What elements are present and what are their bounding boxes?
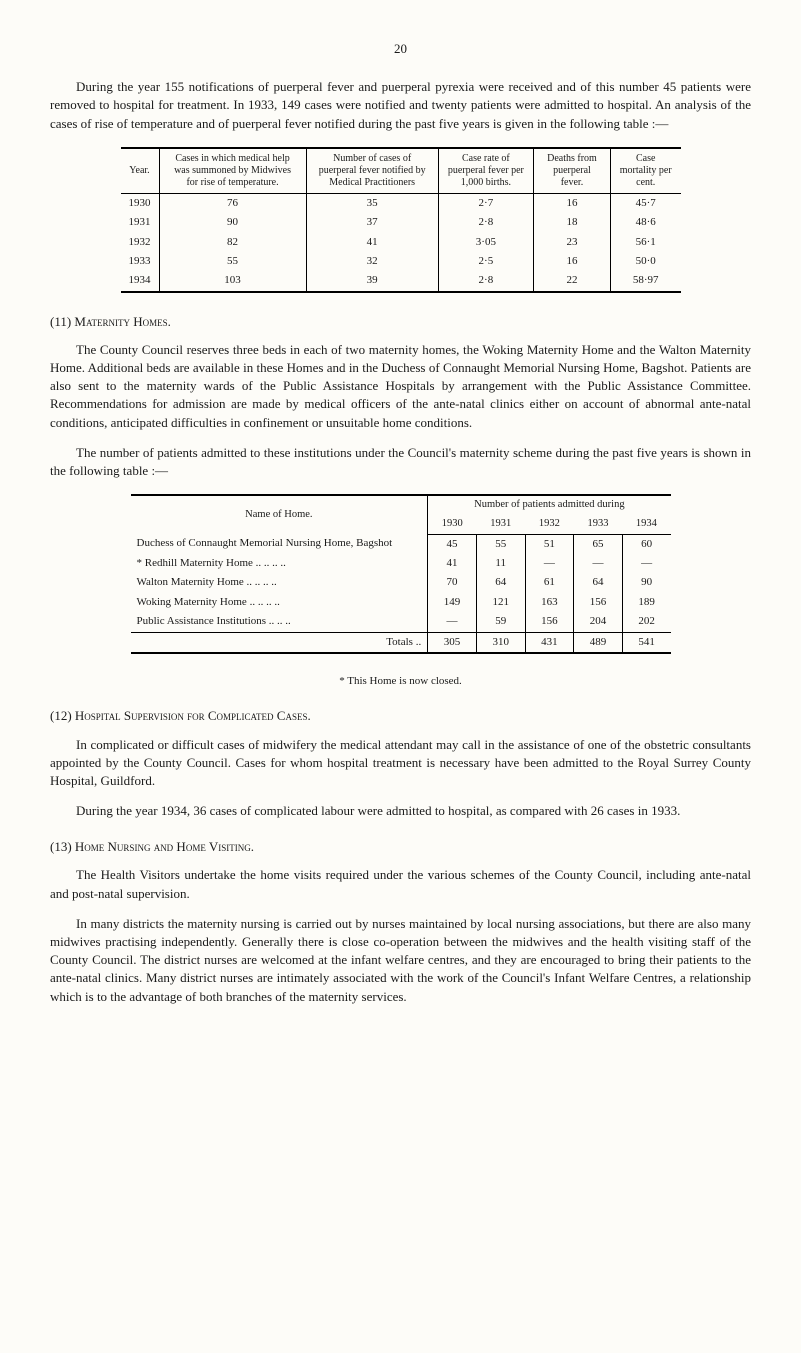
t2-r1-name: * Redhill Maternity Home .. .. .. .. (131, 554, 428, 573)
t1-r0c1: 1930 (121, 193, 160, 213)
t2-totals-label: Totals .. (131, 632, 428, 653)
t2-r4v3: 204 (574, 612, 623, 632)
t2-y3: 1933 (574, 515, 623, 534)
section-13-title: (13) Home Nursing and Home Visiting. (50, 838, 751, 856)
t1-r0c6: 45·7 (610, 193, 680, 213)
page-number: 20 (50, 40, 751, 58)
section-11-title: (11) Maternity Homes. (50, 313, 751, 331)
t1-r2c6: 56·1 (610, 233, 680, 252)
section-12-title: (12) Hospital Supervision for Complicate… (50, 707, 751, 725)
t1-r0c2: 76 (159, 193, 306, 213)
t2-tot3: 489 (574, 632, 623, 653)
t2-r0v2: 51 (525, 534, 574, 554)
t1-r1c2: 90 (159, 213, 306, 232)
paragraph-4: In complicated or difficult cases of mid… (50, 736, 751, 791)
t1-r4c4: 2·8 (438, 271, 533, 291)
t1-r2c2: 82 (159, 233, 306, 252)
t1-h6: Case mortality per cent. (610, 148, 680, 194)
t2-r0-name: Duchess of Connaught Memorial Nursing Ho… (131, 534, 428, 554)
paragraph-5: During the year 1934, 36 cases of compli… (50, 802, 751, 820)
t1-r4c3: 39 (306, 271, 438, 291)
t2-r2v1: 64 (476, 573, 525, 592)
t2-r4-name: Public Assistance Institutions .. .. .. (131, 612, 428, 632)
t1-r2c4: 3·05 (438, 233, 533, 252)
t1-r4c1: 1934 (121, 271, 160, 291)
paragraph-1: During the year 155 notifications of pue… (50, 78, 751, 133)
t1-r3c6: 50·0 (610, 252, 680, 271)
t2-r2-name: Walton Maternity Home .. .. .. .. (131, 573, 428, 592)
t1-r2c1: 1932 (121, 233, 160, 252)
t2-r1v1: 11 (476, 554, 525, 573)
t2-r0v3: 65 (574, 534, 623, 554)
t2-r4v4: 202 (622, 612, 670, 632)
t1-h2: Cases in which medical help was summoned… (159, 148, 306, 194)
t1-h1: Year. (121, 148, 160, 194)
table-puerperal-fever: Year. Cases in which medical help was su… (121, 147, 681, 293)
t1-r3c1: 1933 (121, 252, 160, 271)
table-patients-admitted: Name of Home. Number of patients admitte… (131, 494, 671, 654)
t1-r2c3: 41 (306, 233, 438, 252)
t2-tot0: 305 (428, 632, 477, 653)
t2-r3v1: 121 (476, 593, 525, 612)
t2-h-name: Name of Home. (131, 495, 428, 534)
t2-h-right: Number of patients admitted during (428, 495, 671, 515)
paragraph-2: The County Council reserves three beds i… (50, 341, 751, 432)
t1-r4c5: 22 (534, 271, 611, 291)
t2-y0: 1930 (428, 515, 477, 534)
t1-r1c5: 18 (534, 213, 611, 232)
t1-r2c5: 23 (534, 233, 611, 252)
paragraph-6: The Health Visitors undertake the home v… (50, 866, 751, 902)
t1-r1c3: 37 (306, 213, 438, 232)
paragraph-3: The number of patients admitted to these… (50, 444, 751, 480)
t2-tot4: 541 (622, 632, 670, 653)
t2-r1v4: — (622, 554, 670, 573)
t2-r3v0: 149 (428, 593, 477, 612)
t1-h3: Number of cases of puerperal fever notif… (306, 148, 438, 194)
t1-r4c6: 58·97 (610, 271, 680, 291)
t1-h4: Case rate of puerperal fever per 1,000 b… (438, 148, 533, 194)
t1-r0c3: 35 (306, 193, 438, 213)
t2-y4: 1934 (622, 515, 670, 534)
t1-r3c3: 32 (306, 252, 438, 271)
t2-r2v0: 70 (428, 573, 477, 592)
t2-r4v1: 59 (476, 612, 525, 632)
t2-r2v3: 64 (574, 573, 623, 592)
t2-r0v0: 45 (428, 534, 477, 554)
paragraph-7: In many districts the maternity nursing … (50, 915, 751, 1006)
t1-r3c5: 16 (534, 252, 611, 271)
t2-r3v3: 156 (574, 593, 623, 612)
t2-r0v4: 60 (622, 534, 670, 554)
t2-tot2: 431 (525, 632, 574, 653)
t1-r1c1: 1931 (121, 213, 160, 232)
t1-r0c5: 16 (534, 193, 611, 213)
t2-y2: 1932 (525, 515, 574, 534)
footnote-home-closed: * This Home is now closed. (50, 674, 751, 689)
t1-r4c2: 103 (159, 271, 306, 291)
t1-r1c6: 48·6 (610, 213, 680, 232)
t2-r2v2: 61 (525, 573, 574, 592)
t2-r4v2: 156 (525, 612, 574, 632)
t2-r3v4: 189 (622, 593, 670, 612)
t2-r1v3: — (574, 554, 623, 573)
t2-tot1: 310 (476, 632, 525, 653)
t1-h5: Deaths from puerperal fever. (534, 148, 611, 194)
t2-r2v4: 90 (622, 573, 670, 592)
t1-r0c4: 2·7 (438, 193, 533, 213)
t2-y1: 1931 (476, 515, 525, 534)
t2-r1v2: — (525, 554, 574, 573)
t2-r3v2: 163 (525, 593, 574, 612)
t2-r0v1: 55 (476, 534, 525, 554)
t2-r1v0: 41 (428, 554, 477, 573)
t2-r4v0: — (428, 612, 477, 632)
t1-r3c2: 55 (159, 252, 306, 271)
t2-r3-name: Woking Maternity Home .. .. .. .. (131, 593, 428, 612)
t1-r3c4: 2·5 (438, 252, 533, 271)
t1-r1c4: 2·8 (438, 213, 533, 232)
